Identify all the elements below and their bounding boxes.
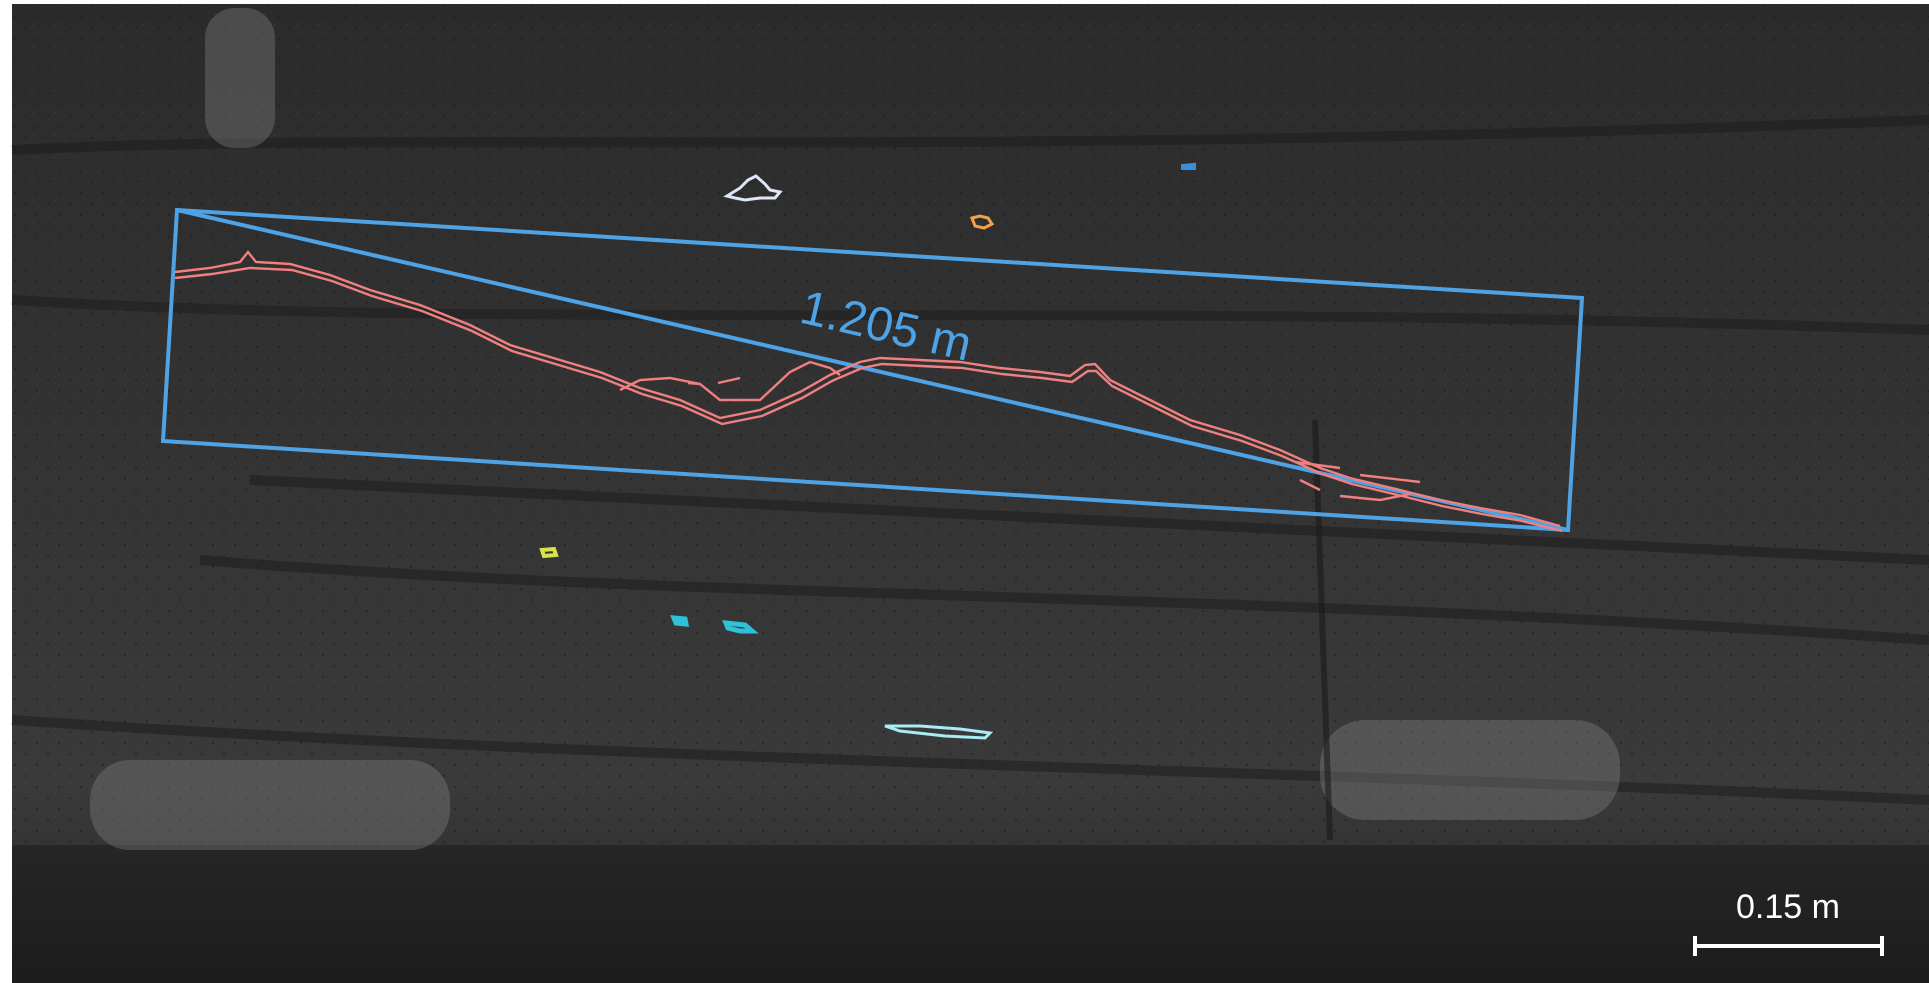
segment-orange: [970, 214, 995, 230]
segment-cyan-a: [670, 615, 690, 627]
segment-light-cyan: [884, 724, 994, 740]
floor-streaks: [11, 115, 1929, 805]
crack-right-fragment-a: [1294, 460, 1341, 470]
segment-white: [723, 174, 783, 202]
crack-trace: [174, 250, 1563, 533]
crack-branch-fragment-b: [717, 376, 741, 385]
segmentation-blobs: [539, 162, 1196, 740]
crack-right-fragment-d: [1339, 492, 1411, 502]
crack-right-fragment-b: [1299, 478, 1321, 492]
diagonal-measure-line: [176, 208, 1569, 532]
crack-branch-loop: [619, 360, 841, 402]
scale-bar-label: 0.15 m: [1736, 888, 1840, 926]
crack-main-upper: [174, 250, 1561, 528]
segment-yellow: [539, 546, 559, 559]
segment-blue-small: [1181, 162, 1196, 170]
crack-main-lower: [174, 266, 1563, 533]
measurement-box: [160, 207, 1585, 533]
floor-edge-shadow: [12, 845, 1929, 983]
scale-bar: [1693, 936, 1884, 956]
segment-cyan-b: [722, 620, 759, 634]
crack-branch-fragment-a: [687, 381, 701, 386]
floor-highlights: [90, 8, 1620, 850]
crack-right-fragment-c: [1359, 473, 1421, 484]
